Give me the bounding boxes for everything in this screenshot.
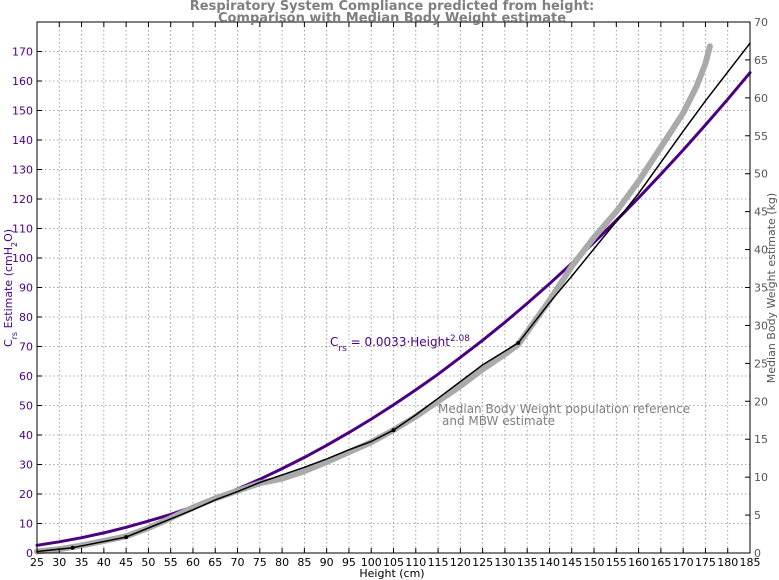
crs-sub: rs xyxy=(338,344,347,354)
y-left-tick-label: 60 xyxy=(19,370,33,383)
x-tick-label: 50 xyxy=(141,556,155,569)
y-right-tick-label: 50 xyxy=(754,168,768,181)
crs-sup: 2.08 xyxy=(450,334,470,344)
series-marker xyxy=(516,340,521,345)
series-line-2 xyxy=(36,42,751,553)
y-left-tick-label: 50 xyxy=(19,400,33,413)
series-marker xyxy=(124,535,129,540)
x-tick-label: 75 xyxy=(253,556,267,569)
series-layer xyxy=(34,42,752,555)
y-left-tick-label: 40 xyxy=(19,429,33,442)
y-right-tick-label: 30 xyxy=(754,319,768,332)
y-left-tick-label: 0 xyxy=(26,547,33,560)
x-tick-label: 105 xyxy=(383,556,404,569)
y-left-tick-label: 100 xyxy=(12,252,33,265)
y-right-axis-label: Median Body Weight estimate (kg) xyxy=(765,193,778,383)
y-left-tick-label: 160 xyxy=(12,75,33,88)
x-tick-label: 120 xyxy=(450,556,471,569)
x-tick-label: 145 xyxy=(561,556,582,569)
x-axis-label: Height (cm) xyxy=(359,567,424,580)
x-tick-label: 150 xyxy=(584,556,605,569)
x-tick-label: 110 xyxy=(405,556,426,569)
x-tick-label: 155 xyxy=(606,556,627,569)
y-left-tick-label: 80 xyxy=(19,311,33,324)
x-tick-label: 140 xyxy=(539,556,560,569)
mbw-annotation-line2: and MBW estimate xyxy=(442,414,555,428)
x-tick-label: 160 xyxy=(628,556,649,569)
x-tick-label: 35 xyxy=(75,556,89,569)
y-left-tick-label: 120 xyxy=(12,193,33,206)
crs-mid: = 0.0033·Height xyxy=(347,335,450,349)
y-left-tick-label: 10 xyxy=(19,518,33,531)
series-marker xyxy=(70,545,75,550)
chart-title-line2: Comparison with Median Body Weight estim… xyxy=(218,11,566,26)
x-tick-label: 45 xyxy=(119,556,133,569)
y-left-axis-label: Crs Estimate (cmH2O) xyxy=(2,229,19,347)
x-tick-label: 125 xyxy=(472,556,493,569)
y-left-tick-label: 170 xyxy=(12,46,33,59)
series-line-0 xyxy=(35,71,752,547)
y-left-tick-label: 30 xyxy=(19,459,33,472)
y-right-tick-label: 15 xyxy=(754,433,768,446)
y-right-tick-label: 45 xyxy=(754,206,768,219)
y-right-tick-label: 10 xyxy=(754,471,768,484)
axis-ticks: 25 30 35 40 45 50 55 60 65 70 75 80 85 90 95 100 105 110 1… xyxy=(12,16,768,569)
x-tick-label: 80 xyxy=(275,556,289,569)
x-tick-label: 130 xyxy=(494,556,515,569)
x-tick-label: 60 xyxy=(186,556,200,569)
crs-prefix: C xyxy=(330,335,338,349)
x-tick-label: 65 xyxy=(208,556,222,569)
x-tick-label: 25 xyxy=(30,556,44,569)
y-left-tick-label: 70 xyxy=(19,341,33,354)
y-right-tick-label: 60 xyxy=(754,92,768,105)
x-tick-label: 70 xyxy=(231,556,245,569)
y-right-tick-label: 20 xyxy=(754,395,768,408)
x-tick-label: 55 xyxy=(164,556,178,569)
x-tick-label: 175 xyxy=(695,556,716,569)
y-right-tick-label: 55 xyxy=(754,130,768,143)
y-right-tick-label: 35 xyxy=(754,282,768,295)
y-left-tick-label: 150 xyxy=(12,105,33,118)
x-tick-label: 170 xyxy=(673,556,694,569)
x-tick-label: 180 xyxy=(717,556,738,569)
x-tick-label: 30 xyxy=(52,556,66,569)
chart-title-line1: Respiratory System Compliance predicted … xyxy=(190,0,595,14)
x-tick-label: 115 xyxy=(428,556,449,569)
y-right-tick-label: 40 xyxy=(754,244,768,257)
series-marker xyxy=(391,428,396,433)
y-left-tick-label: 130 xyxy=(12,164,33,177)
y-right-tick-label: 65 xyxy=(754,54,768,67)
y-right-tick-label: 0 xyxy=(754,547,761,560)
x-tick-label: 135 xyxy=(517,556,538,569)
x-tick-label: 185 xyxy=(740,556,761,569)
y-left-tick-label: 110 xyxy=(12,223,33,236)
x-tick-label: 85 xyxy=(297,556,311,569)
y-right-tick-label: 5 xyxy=(754,509,761,522)
y-left-tick-label: 90 xyxy=(19,282,33,295)
x-tick-label: 40 xyxy=(97,556,111,569)
crs-formula-annotation: Crs = 0.0033·Height2.08 xyxy=(330,334,470,354)
y-right-tick-label: 70 xyxy=(754,16,768,29)
y-left-tick-label: 20 xyxy=(19,488,33,501)
x-tick-label: 165 xyxy=(650,556,671,569)
y-right-tick-label: 25 xyxy=(754,357,768,370)
mbw-annotation-line1: Median Body Weight population reference xyxy=(438,402,690,416)
grid-lines xyxy=(37,22,750,553)
y-left-tick-label: 140 xyxy=(12,134,33,147)
x-tick-label: 90 xyxy=(320,556,334,569)
x-tick-label: 95 xyxy=(342,556,356,569)
x-tick-label: 100 xyxy=(361,556,382,569)
